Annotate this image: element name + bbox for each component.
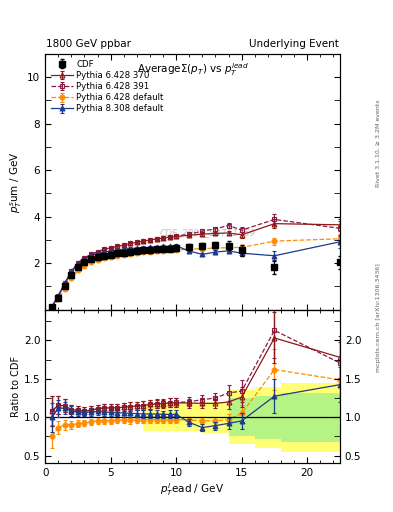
X-axis label: $p_T^{l}$ead / GeV: $p_T^{l}$ead / GeV xyxy=(160,481,225,498)
Text: Rivet 3.1.10, ≥ 3.2M events: Rivet 3.1.10, ≥ 3.2M events xyxy=(376,99,380,187)
Legend: CDF, Pythia 6.428 370, Pythia 6.428 391, Pythia 6.428 default, Pythia 8.308 defa: CDF, Pythia 6.428 370, Pythia 6.428 391,… xyxy=(49,57,166,116)
Text: mcplots.cern.ch [arXiv:1306.3436]: mcplots.cern.ch [arXiv:1306.3436] xyxy=(376,263,380,372)
Text: CDF_2001_S4751469: CDF_2001_S4751469 xyxy=(159,228,255,238)
Text: 1800 GeV ppbar: 1800 GeV ppbar xyxy=(46,38,131,49)
Text: Underlying Event: Underlying Event xyxy=(249,38,339,49)
Y-axis label: Ratio to CDF: Ratio to CDF xyxy=(11,356,21,417)
Y-axis label: $p_T^{s}$um / GeV: $p_T^{s}$um / GeV xyxy=(9,151,24,212)
Text: Average$\Sigma(p_T)$ vs $p_T^{lead}$: Average$\Sigma(p_T)$ vs $p_T^{lead}$ xyxy=(137,61,248,78)
